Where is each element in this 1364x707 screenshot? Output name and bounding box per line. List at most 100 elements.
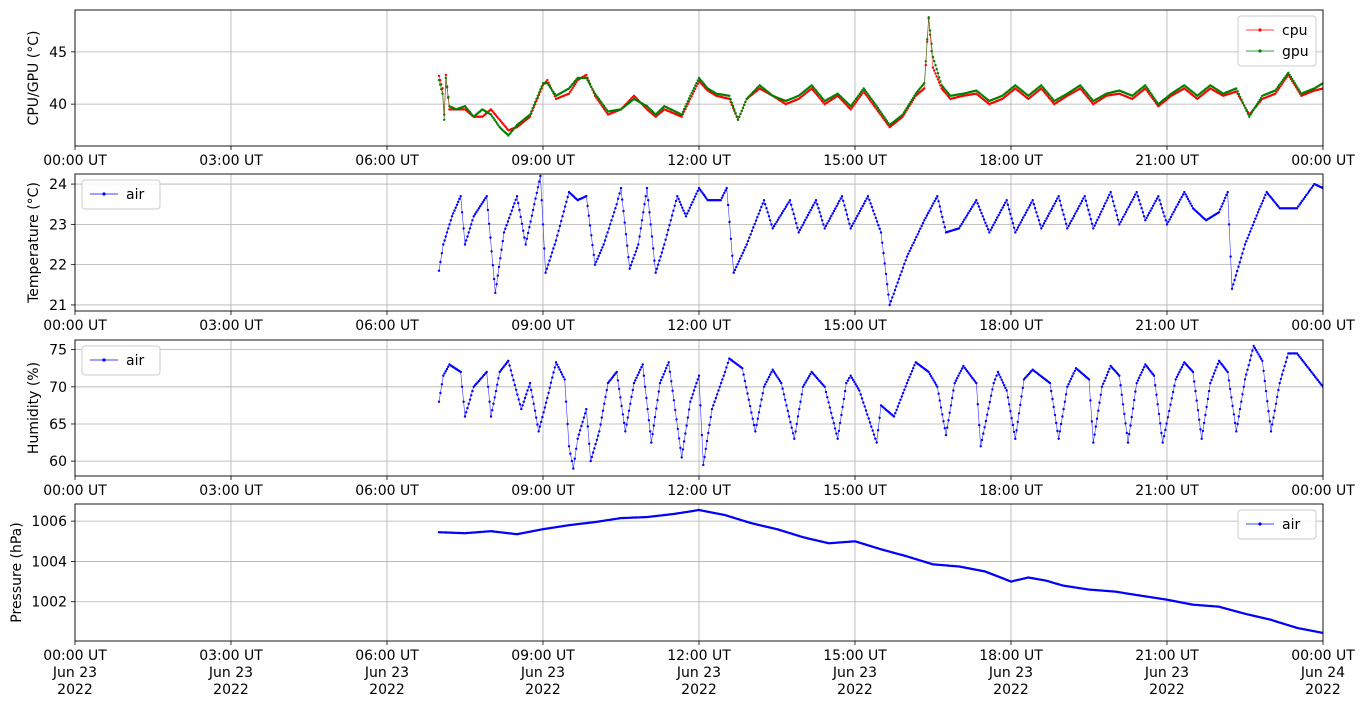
data-point: [936, 195, 939, 198]
legend-label: gpu: [1282, 44, 1309, 60]
x-tick-label: 15:00 UT: [823, 318, 887, 334]
data-point: [531, 107, 534, 110]
data-point: [1010, 217, 1013, 220]
data-point: [1299, 357, 1303, 360]
data-point: [823, 385, 826, 388]
data-point: [1009, 212, 1012, 216]
data-point: [654, 271, 657, 274]
data-point: [927, 370, 930, 374]
data-point: [1269, 430, 1273, 433]
data-point: [762, 385, 766, 388]
data-point: [936, 72, 940, 75]
data-point: [1048, 212, 1051, 215]
data-point: [600, 101, 603, 104]
data-point: [1177, 200, 1181, 204]
data-point: [1232, 413, 1236, 416]
data-point: [895, 408, 898, 412]
data-point: [460, 211, 464, 214]
legend: air: [1237, 509, 1317, 540]
data-point: [447, 227, 450, 230]
data-point: [484, 197, 487, 200]
data-point: [1131, 407, 1135, 410]
data-point: [1101, 207, 1104, 211]
data-point: [1277, 205, 1280, 208]
data-point: [905, 381, 909, 385]
data-point: [671, 389, 674, 392]
data-point: [1255, 214, 1258, 217]
data-point: [1178, 370, 1181, 374]
data-point: [843, 204, 846, 207]
data-point: [1109, 190, 1112, 194]
data-point: [1246, 112, 1250, 116]
data-point: [466, 235, 469, 238]
data-point: [1017, 412, 1021, 415]
x-tick-label-line: 06:00 UT: [355, 483, 419, 499]
data-point: [900, 395, 903, 398]
data-point: [739, 112, 742, 116]
data-point: [879, 231, 883, 234]
data-point: [532, 104, 536, 107]
data-point: [720, 196, 724, 199]
data-point: [874, 216, 877, 220]
data-point: [596, 257, 599, 261]
data-point: [1284, 75, 1287, 78]
data-point: [575, 447, 578, 450]
data-point: [508, 216, 511, 220]
data-point: [1024, 211, 1028, 214]
data-point: [590, 234, 593, 237]
data-point: [906, 105, 910, 108]
data-point: [984, 221, 987, 224]
data-point: [445, 367, 449, 371]
data-point: [1053, 413, 1057, 417]
data-point: [543, 247, 546, 250]
data-point: [502, 231, 506, 234]
data-point: [1144, 363, 1147, 366]
data-point: [592, 90, 595, 93]
data-point: [497, 265, 501, 269]
data-point: [787, 201, 790, 204]
data-point: [569, 90, 572, 93]
data-point: [540, 85, 543, 88]
data-point: [849, 227, 852, 230]
data-point: [697, 186, 701, 190]
data-point: [767, 375, 771, 379]
data-point: [794, 430, 797, 433]
data-point: [760, 398, 763, 401]
data-point: [1266, 192, 1270, 195]
data-point: [1146, 214, 1150, 217]
data-point: [867, 94, 871, 97]
data-point: [1165, 223, 1169, 226]
data-point: [573, 457, 576, 460]
data-point: [850, 103, 854, 106]
x-tick-label-line: 2022: [1149, 682, 1185, 698]
data-point: [930, 204, 934, 207]
data-point: [819, 95, 822, 98]
y-tick-label: 23: [49, 217, 67, 233]
data-point: [522, 229, 525, 232]
data-point: [514, 388, 518, 391]
x-tick-label: 21:00 UT: [1135, 318, 1199, 334]
data-point: [879, 110, 882, 114]
data-point: [674, 199, 678, 203]
data-point: [707, 431, 710, 435]
data-point: [790, 426, 793, 429]
data-point: [1275, 203, 1279, 207]
data-point: [1176, 203, 1179, 206]
legend-label: air: [126, 187, 144, 203]
data-point: [439, 83, 442, 86]
x-tick-label: 15:00 UT: [823, 483, 887, 499]
data-point: [854, 217, 858, 220]
data-point: [444, 76, 448, 80]
data-point: [872, 101, 876, 104]
data-point: [693, 195, 697, 198]
data-point: [585, 76, 588, 80]
data-point: [764, 203, 767, 206]
data-point: [1154, 199, 1157, 203]
data-point: [490, 250, 493, 253]
data-point: [1240, 98, 1243, 102]
data-point: [902, 111, 906, 114]
data-point: [590, 85, 593, 89]
data-point: [874, 103, 877, 106]
data-point: [495, 283, 498, 286]
data-point: [509, 213, 512, 216]
